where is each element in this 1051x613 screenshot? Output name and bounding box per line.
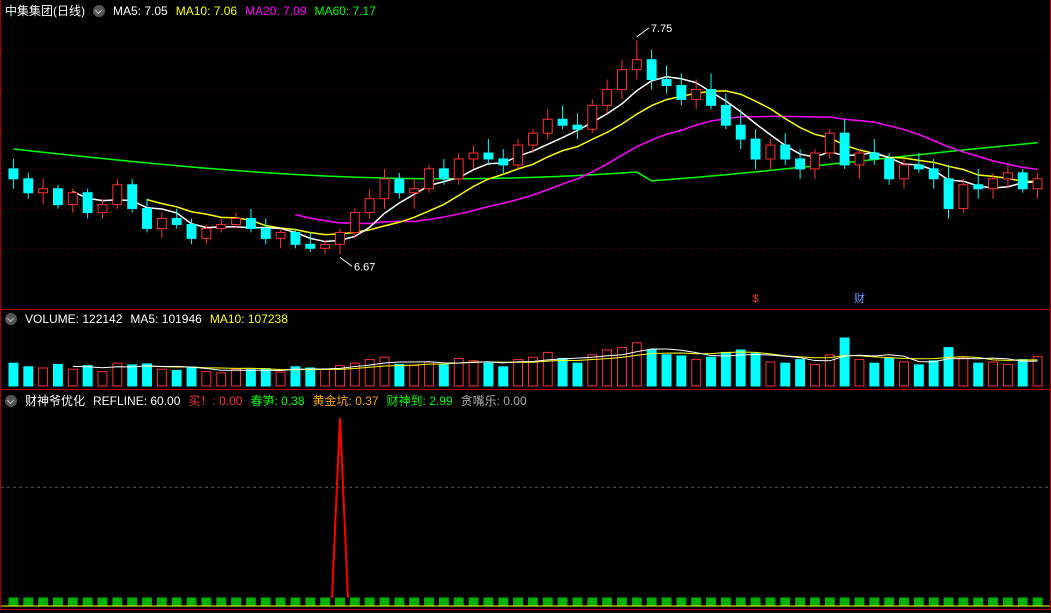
ma10-label: MA10: 7.06 [176,4,237,18]
cs-label: 春笋: 0.38 [250,392,304,409]
vol-ma10-label: MA10: 107238 [210,312,288,326]
indicator-chart [1,390,1050,608]
vol-ma5-label: MA5: 101946 [130,312,201,326]
price-chart-panel[interactable]: 中集集团(日线) MA5: 7.05 MA10: 7.06 MA20: 7.09… [0,0,1051,310]
indicator-header: 财神爷优化 REFLINE: 60.00 买！: 0.00 春笋: 0.38 黄… [5,392,527,409]
ma60-label: MA60: 7.17 [315,4,376,18]
svg-text:财: 财 [854,291,865,305]
price-header: 中集集团(日线) MA5: 7.05 MA10: 7.06 MA20: 7.09… [5,2,376,19]
tzl-label: 贪嘴乐: 0.00 [461,392,527,409]
refline-label: REFLINE: 60.00 [93,394,180,408]
volume-header: VOLUME: 122142 MA5: 101946 MA10: 107238 [5,312,288,326]
indicator-name: 财神爷优化 [25,392,85,409]
hjk-label: 黄金坑: 0.37 [313,392,379,409]
ma20-label: MA20: 7.09 [245,4,306,18]
chevron-down-icon[interactable] [5,395,17,407]
indicator-chart-panel[interactable]: 财神爷优化 REFLINE: 60.00 买！: 0.00 春笋: 0.38 黄… [0,390,1051,610]
buy-label: 买！: 0.00 [188,392,242,409]
chevron-down-icon[interactable] [5,313,17,325]
chevron-down-icon[interactable] [93,5,105,17]
price-chart: 6.67 7.75 $ 财 [1,0,1050,308]
csd-label: 财神到: 2.99 [387,392,453,409]
ma5-label: MA5: 7.05 [113,4,168,18]
svg-text:6.67: 6.67 [354,261,375,273]
volume-chart-panel[interactable]: VOLUME: 122142 MA5: 101946 MA10: 107238 [0,310,1051,390]
svg-text:7.75: 7.75 [651,23,672,35]
svg-text:$: $ [753,293,759,305]
volume-label: VOLUME: 122142 [25,312,122,326]
stock-title: 中集集团(日线) [5,2,85,19]
